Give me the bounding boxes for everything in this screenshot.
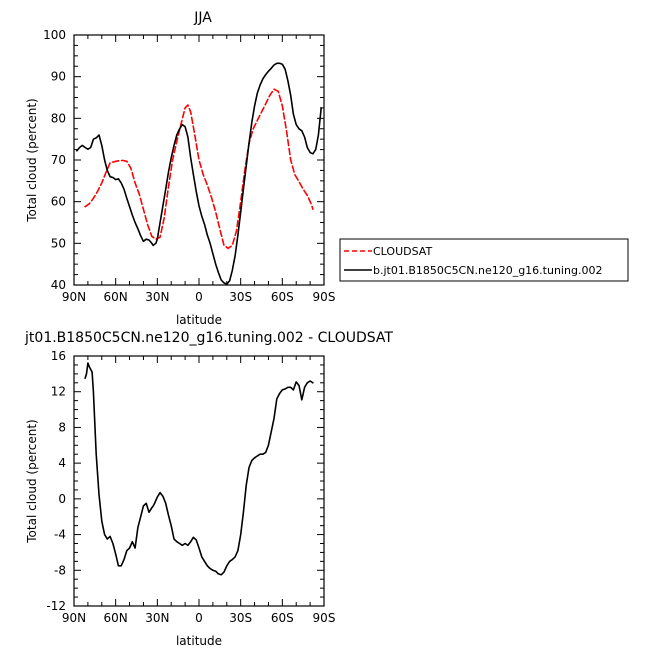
y-tick-label: 80 [51,111,66,125]
x-tick-label: 0 [195,290,203,304]
y-tick-label: 0 [58,492,66,506]
y-axis-label: Total cloud (percent) [25,419,39,543]
x-tick-label: 60N [104,611,128,625]
legend: CLOUDSAT b.jt01.B1850C5CN.ne120_g16.tuni… [339,238,629,282]
x-tick-label: 90N [62,611,86,625]
y-tick-label: 100 [43,28,66,42]
chart-title: jt01.B1850C5CN.ne120_g16.tuning.002 - CL… [24,330,393,346]
y-tick-label: 40 [51,278,66,292]
legend-label-model: b.jt01.B1850C5CN.ne120_g16.tuning.002 [373,264,602,277]
y-axis: -12 -8 -4 0 4 8 12 16 [46,349,324,613]
y-tick-label: -12 [46,599,66,613]
x-tick-label: 30S [229,611,252,625]
x-tick-label: 30N [145,290,169,304]
y-tick-label: 12 [51,385,66,399]
series-line-0 [84,88,314,250]
y-tick-label: 8 [58,420,66,434]
y-tick-label: 90 [51,70,66,84]
bottom-panel: jt01.B1850C5CN.ne120_g16.tuning.002 - CL… [24,330,393,648]
chart-title: JJA [193,10,212,26]
y-tick-label: -8 [54,563,66,577]
y-tick-label: 50 [51,236,66,250]
legend-box [339,238,629,282]
x-tick-label: 90S [313,611,336,625]
x-axis: 90N 60N 30N 0 30S 60S 90S [62,356,336,625]
x-tick-label: 30N [145,611,169,625]
x-tick-label: 60S [271,611,294,625]
x-tick-label: 90N [62,290,86,304]
plot-frame [73,355,325,607]
y-tick-label: 70 [51,153,66,167]
series-line-0 [84,362,314,576]
y-axis-label: Total cloud (percent) [25,98,39,222]
x-axis-label: latitude [176,313,222,327]
x-tick-label: 90S [313,290,336,304]
y-tick-label: 4 [58,456,66,470]
y-tick-label: -4 [54,528,66,542]
series-line-1 [76,62,323,286]
y-axis: 40 50 60 70 80 90 100 [43,28,324,292]
series-lines [76,62,323,286]
y-tick-label: 16 [51,349,66,363]
legend-label-cloudsat: CLOUDSAT [373,245,432,258]
y-tick-label: 60 [51,195,66,209]
x-tick-label: 0 [195,611,203,625]
x-tick-label: 30S [229,290,252,304]
x-tick-label: 60S [271,290,294,304]
x-axis-label: latitude [176,634,222,648]
series-lines [84,362,314,576]
x-axis: 90N 60N 30N 0 30S 60S 90S [62,35,336,304]
x-tick-label: 60N [104,290,128,304]
